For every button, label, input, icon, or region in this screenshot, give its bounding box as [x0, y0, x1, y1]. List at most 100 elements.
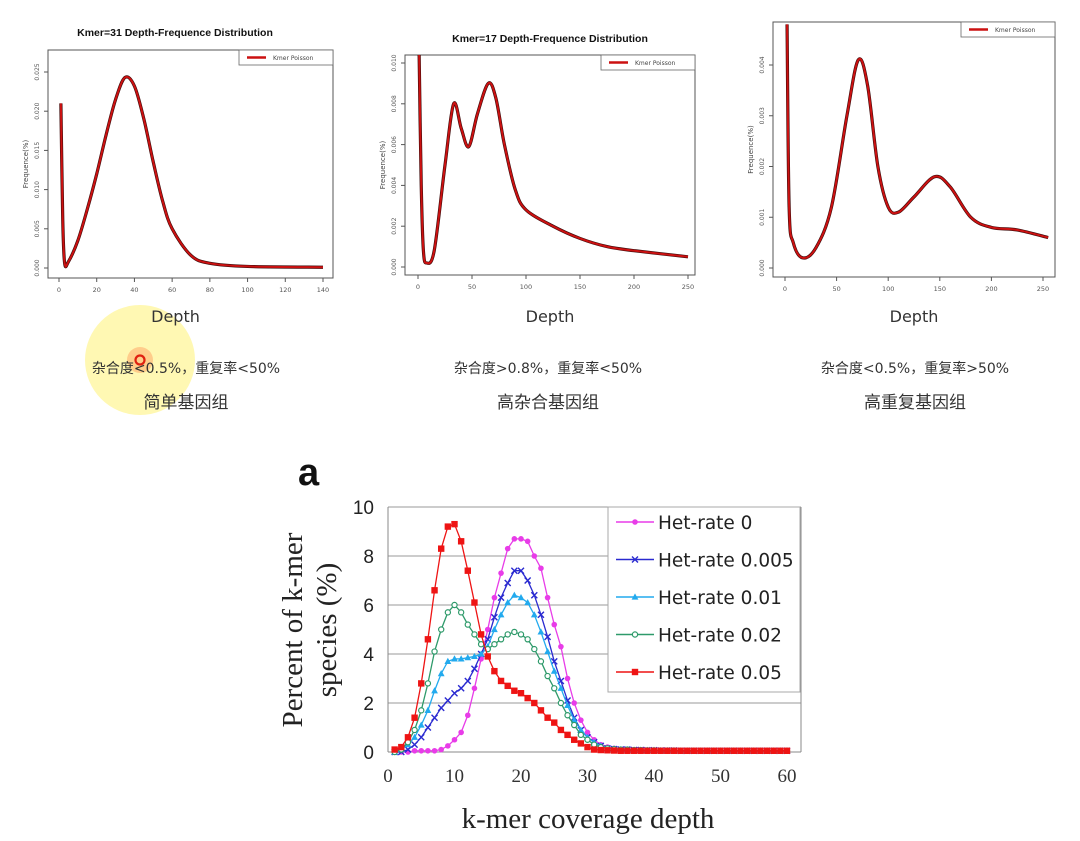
x-axis-label: k-mer coverage depth: [462, 803, 715, 835]
data-point: [504, 579, 512, 587]
data-point: [763, 747, 771, 754]
x-tick-label: 0: [57, 286, 61, 294]
data-point: [517, 690, 525, 697]
data-point: [557, 699, 565, 707]
plot-frame: [404, 54, 696, 276]
y-tick-label: 0.004: [759, 56, 766, 73]
data-point: [444, 609, 452, 616]
data-point: [650, 747, 658, 754]
legend-label: Het-rate 0.01: [658, 588, 782, 609]
data-point: [717, 747, 724, 754]
data-point: [457, 538, 465, 545]
data-point: [391, 746, 398, 753]
data-point: [530, 611, 538, 618]
data-point: [690, 747, 698, 754]
y-tick-label: 6: [363, 596, 374, 617]
data-point: [597, 746, 604, 754]
legend-label: Kmer Poisson: [273, 55, 314, 62]
data-point: [577, 726, 585, 733]
y-axis-label-line1: Percent of k-mer: [277, 532, 309, 727]
chart-title: Kmer=31 Depth-Frequence Distribution: [77, 27, 273, 39]
x-tick-label: 150: [934, 285, 946, 293]
data-point: [510, 567, 518, 575]
data-point: [670, 747, 678, 754]
x-tick-label: 100: [882, 285, 894, 293]
data-point: [757, 747, 764, 754]
x-tick-label: 40: [645, 766, 664, 787]
data-point: [491, 641, 498, 648]
series-het-rate-0.05: [391, 520, 791, 754]
data-point: [617, 747, 624, 754]
y-tick-label: 0.025: [34, 63, 41, 80]
legend-box: [607, 506, 801, 693]
data-point: [458, 729, 464, 736]
caption-repeat-genome: 高重复基因组: [864, 393, 966, 413]
data-point: [411, 726, 418, 734]
data-point: [578, 717, 584, 723]
data-point: [444, 657, 452, 664]
data-point: [411, 747, 418, 754]
x-tick-label: 100: [241, 286, 253, 294]
legend-box: [600, 54, 696, 71]
data-point: [777, 747, 784, 754]
data-point: [464, 621, 471, 628]
data-point: [571, 721, 578, 729]
legend-box: [960, 21, 1056, 38]
data-point: [590, 746, 598, 753]
data-point: [723, 747, 731, 754]
y-tick-label: 0.002: [391, 217, 398, 234]
data-point: [584, 729, 591, 736]
data-point: [558, 643, 564, 650]
caption-repeat-criteria: 杂合度<0.5%，重复率>50%: [820, 361, 1010, 377]
y-tick-label: 0.002: [759, 158, 766, 175]
data-point: [457, 684, 465, 692]
data-point: [471, 685, 478, 692]
legend-item: Het-rate 0.02: [616, 626, 782, 647]
legend-label: Kmer Poisson: [635, 60, 676, 67]
y-axis-label-line2: species (%): [311, 563, 343, 697]
data-point: [404, 734, 412, 741]
data-point: [577, 740, 585, 747]
y-tick-label: 0.020: [34, 102, 41, 119]
x-tick-label: 60: [778, 766, 797, 787]
legend: Kmer Poisson: [238, 49, 334, 66]
data-point: [664, 747, 671, 754]
data-point: [750, 747, 757, 754]
data-point: [418, 680, 425, 687]
data-point: [431, 648, 438, 655]
x-tick-label: 200: [628, 283, 640, 291]
data-point: [737, 747, 744, 754]
data-point: [537, 707, 545, 714]
data-point: [517, 567, 525, 575]
data-point: [710, 747, 718, 754]
curve-shadow: [417, 55, 689, 265]
y-tick-label: 0.000: [759, 259, 766, 276]
x-axis-label: Depth: [890, 307, 939, 326]
legend: Het-rate 0 Het-rate 0.005 Het-rate 0.01 Het…: [607, 506, 801, 693]
data-point: [411, 741, 419, 749]
legend-item: Het-rate 0.01: [616, 588, 782, 609]
legend-label: Het-rate 0.02: [658, 626, 782, 647]
data-point: [464, 567, 471, 574]
y-tick-label: 0.001: [759, 208, 766, 225]
data-point: [497, 594, 505, 602]
data-point: [584, 736, 591, 743]
y-tick-label: 0.005: [34, 220, 41, 237]
data-point: [471, 652, 478, 660]
data-point: [564, 701, 571, 709]
data-point: [431, 747, 438, 754]
data-point: [551, 685, 558, 692]
data-point: [431, 714, 439, 722]
data-point: [770, 747, 777, 754]
data-point: [564, 675, 571, 682]
data-point: [425, 747, 431, 754]
data-point: [504, 682, 511, 690]
data-point: [571, 736, 578, 743]
data-point: [557, 726, 565, 734]
x-tick-label: 120: [279, 286, 291, 294]
data-point: [438, 626, 445, 633]
data-point: [697, 747, 704, 754]
x-tick-label: 150: [574, 283, 586, 291]
data-point: [524, 636, 531, 643]
data-point: [537, 611, 545, 619]
